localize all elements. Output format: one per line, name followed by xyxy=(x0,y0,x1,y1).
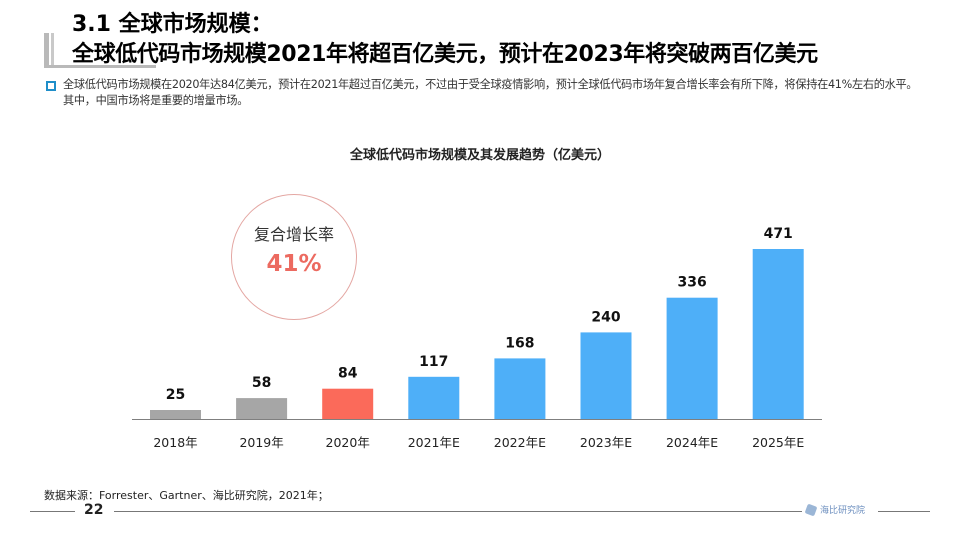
page-number: 22 xyxy=(84,502,104,518)
data-labels-group: 25 58 84 117 168 240 336 471 xyxy=(166,226,793,403)
bar-2019年 xyxy=(236,398,288,419)
footer-divider xyxy=(114,511,802,512)
data-label: 471 xyxy=(764,226,793,242)
bars-group xyxy=(150,249,804,419)
x-tick-labels-group: 2018年 2019年 2020年 2021年E 2022年E 2023年E 2024年E 2… xyxy=(153,435,804,450)
data-source-note: 数据来源：Forrester、Gartner、海比研究院，2021年； xyxy=(44,489,329,502)
footer-divider xyxy=(878,511,930,512)
bar-2020年 xyxy=(322,388,374,419)
cagr-label: 复合增长率 xyxy=(253,225,334,244)
section-title: 3.1 全球市场规模： xyxy=(72,12,273,37)
footer-divider xyxy=(30,511,75,512)
data-label: 25 xyxy=(166,387,185,403)
logo-mark-icon xyxy=(804,503,818,517)
data-label: 58 xyxy=(252,375,271,391)
data-label: 240 xyxy=(591,309,620,325)
title-decoration xyxy=(44,33,156,68)
x-tick-label: 2018年 xyxy=(153,435,197,450)
x-tick-label: 2022年E xyxy=(494,435,546,450)
x-tick-label: 2023年E xyxy=(580,435,632,450)
summary-text: 全球低代码市场规模在2020年达84亿美元，预计在2021年超过百亿美元，不过由… xyxy=(63,78,918,107)
brand-logo: 海比研究院 xyxy=(804,503,876,523)
bar-2021年E xyxy=(408,376,460,419)
data-label: 117 xyxy=(419,354,448,370)
cagr-badge: 复合增长率 41% xyxy=(231,194,357,320)
bar-2022年E xyxy=(494,358,546,419)
bar-2024年E xyxy=(666,297,718,419)
bar-2018年 xyxy=(150,410,201,419)
bullet-square-icon xyxy=(46,81,56,91)
data-label: 168 xyxy=(505,335,534,351)
cagr-value: 41% xyxy=(266,251,322,277)
x-tick-label: 2021年E xyxy=(408,435,460,450)
chart-title: 全球低代码市场规模及其发展趋势（亿美元） xyxy=(349,148,610,163)
page-headline: 全球低代码市场规模2021年将超百亿美元，预计在2023年将突破两百亿美元 xyxy=(72,42,818,67)
data-label: 336 xyxy=(677,275,706,291)
logo-text: 海比研究院 xyxy=(820,506,866,516)
x-tick-label: 2024年E xyxy=(666,435,718,450)
bar-2023年E xyxy=(580,332,632,419)
x-tick-label: 2019年 xyxy=(239,435,283,450)
data-label: 84 xyxy=(338,366,358,382)
x-tick-label: 2025年E xyxy=(752,435,804,450)
x-tick-label: 2020年 xyxy=(326,435,370,450)
bar-2025年E xyxy=(752,249,804,419)
